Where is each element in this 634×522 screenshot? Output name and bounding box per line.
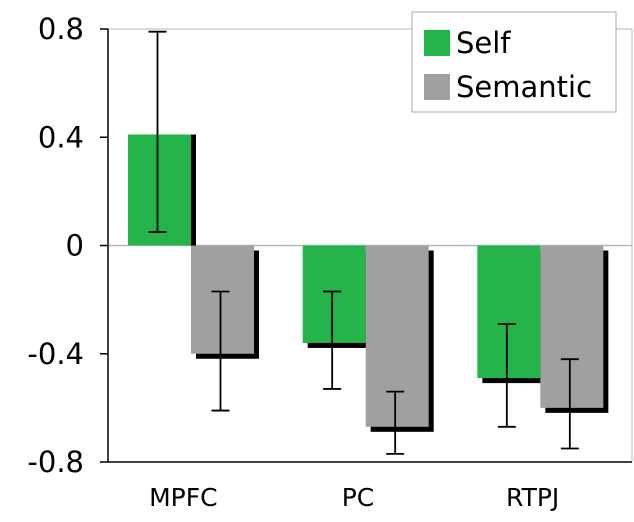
- legend-swatch-self: [424, 30, 450, 56]
- x-tick-label: PC: [342, 483, 375, 512]
- legend-swatch-semantic: [424, 74, 450, 100]
- y-tick-label: 0: [66, 229, 84, 263]
- bar-self-rtpj: [477, 245, 541, 379]
- bar-semantic-pc: [365, 245, 429, 427]
- x-tick-label: RTPJ: [506, 483, 559, 512]
- y-tick-label: 0.8: [38, 12, 84, 46]
- y-tick-label: -0.4: [27, 337, 84, 371]
- y-tick-label: 0.4: [38, 120, 84, 154]
- y-tick-label: -0.8: [27, 445, 84, 479]
- bar-semantic-rtpj: [540, 245, 604, 408]
- x-tick-label: MPFC: [149, 483, 217, 512]
- legend-label-semantic: Semantic: [456, 70, 592, 104]
- legend-label-self: Self: [456, 26, 511, 60]
- bar-self-pc: [302, 245, 366, 343]
- bar-self-mpfc: [128, 134, 191, 246]
- bar-semantic-mpfc: [191, 245, 254, 354]
